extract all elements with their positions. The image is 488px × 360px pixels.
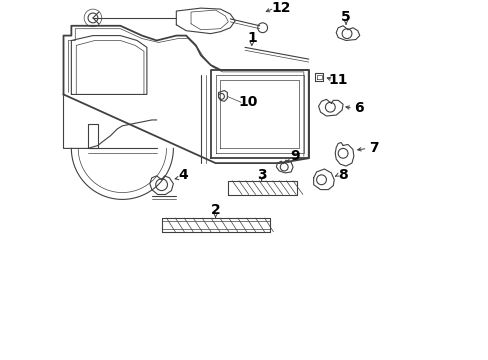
Text: 10: 10 (238, 95, 257, 109)
Text: 2: 2 (210, 203, 220, 217)
Text: 12: 12 (271, 1, 290, 15)
Text: 8: 8 (338, 168, 347, 182)
Text: 6: 6 (353, 101, 363, 115)
Text: 5: 5 (341, 10, 350, 24)
Text: 3: 3 (256, 168, 266, 182)
Text: 7: 7 (368, 141, 378, 156)
Text: 4: 4 (178, 168, 188, 182)
Text: 11: 11 (328, 73, 347, 87)
Text: 9: 9 (289, 149, 299, 163)
Text: 1: 1 (246, 31, 256, 45)
